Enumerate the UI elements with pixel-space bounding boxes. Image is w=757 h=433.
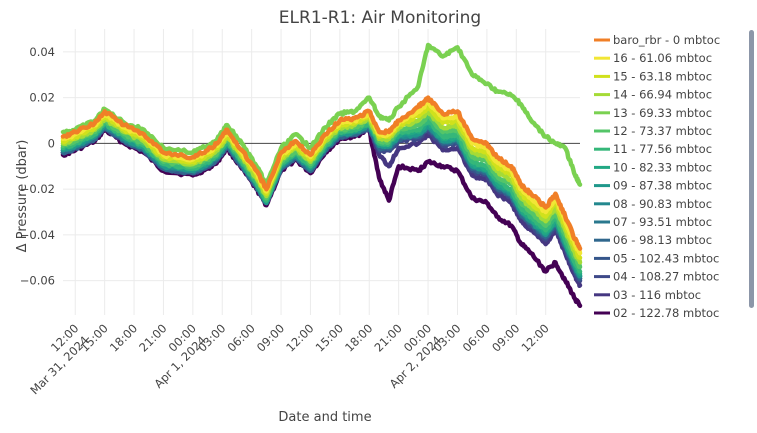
- legend-item[interactable]: 09 - 87.38 mbtoc: [594, 179, 712, 193]
- y-tick-label: −0.02: [20, 182, 55, 196]
- legend-label: 05 - 102.43 mbtoc: [613, 251, 719, 265]
- legend-item[interactable]: 15 - 63.18 mbtoc: [594, 69, 712, 83]
- legend-label: 16 - 61.06 mbtoc: [613, 51, 712, 65]
- x-tick-label: 09:00: [489, 321, 522, 354]
- x-tick-label: 06:00: [460, 321, 493, 354]
- series-line: [60, 99, 583, 256]
- y-tick-label: 0.04: [29, 45, 55, 59]
- legend-item[interactable]: 16 - 61.06 mbtoc: [594, 51, 712, 65]
- y-tick-label: 0: [48, 136, 55, 150]
- legend-label: baro_rbr - 0 mbtoc: [613, 33, 720, 47]
- legend-item[interactable]: 11 - 77.56 mbtoc: [594, 142, 712, 156]
- legend-label: 07 - 93.51 mbtoc: [613, 215, 712, 229]
- legend-label: 08 - 90.83 mbtoc: [613, 197, 712, 211]
- x-tick-label: 21:00: [371, 321, 404, 354]
- chart-title: ELR1-R1: Air Monitoring: [279, 8, 481, 28]
- x-tick-label: 12:00: [518, 321, 551, 354]
- y-axis-title: Δ Pressure (dbar): [15, 140, 30, 253]
- x-tick-label: 12:00: [283, 321, 316, 354]
- legend-label: 14 - 66.94 mbtoc: [613, 88, 712, 102]
- legend-item[interactable]: 07 - 93.51 mbtoc: [594, 215, 712, 229]
- legend-item[interactable]: 10 - 82.33 mbtoc: [594, 160, 712, 174]
- legend-label: 06 - 98.13 mbtoc: [613, 233, 712, 247]
- legend-item[interactable]: 03 - 116 mbtoc: [594, 288, 701, 302]
- x-tick-label: 18:00: [342, 321, 375, 354]
- legend-label: 03 - 116 mbtoc: [613, 288, 701, 302]
- x-tick-label: 15:00: [313, 321, 346, 354]
- legend-label: 12 - 73.37 mbtoc: [613, 124, 712, 138]
- legend-item[interactable]: 14 - 66.94 mbtoc: [594, 88, 712, 102]
- series-line: [60, 95, 583, 251]
- x-tick-label: 21:00: [136, 321, 169, 354]
- legend-label: 04 - 108.27 mbtoc: [613, 270, 719, 284]
- legend-scrollbar[interactable]: [749, 30, 754, 308]
- x-tick-label: 18:00: [107, 321, 140, 354]
- legend-item[interactable]: 02 - 122.78 mbtoc: [594, 306, 719, 320]
- legend-label: 09 - 87.38 mbtoc: [613, 179, 712, 193]
- legend-label: 02 - 122.78 mbtoc: [613, 306, 719, 320]
- y-axis-ticks: −0.06 −0.04 −0.02 0 0.02 0.04: [20, 45, 55, 288]
- x-tick-label: 09:00: [254, 321, 287, 354]
- legend-item[interactable]: baro_rbr - 0 mbtoc: [594, 33, 720, 47]
- legend-item[interactable]: 12 - 73.37 mbtoc: [594, 124, 712, 138]
- legend-item[interactable]: 04 - 108.27 mbtoc: [594, 270, 719, 284]
- legend-item[interactable]: 05 - 102.43 mbtoc: [594, 251, 719, 265]
- legend-label: 13 - 69.33 mbtoc: [613, 106, 712, 120]
- legend-label: 15 - 63.18 mbtoc: [613, 69, 712, 83]
- legend[interactable]: baro_rbr - 0 mbtoc 16 - 61.06 mbtoc 15 - 6…: [594, 33, 720, 320]
- legend-item[interactable]: 08 - 90.83 mbtoc: [594, 197, 712, 211]
- y-tick-label: −0.04: [20, 228, 55, 242]
- legend-label: 11 - 77.56 mbtoc: [613, 142, 712, 156]
- x-axis-title: Date and time: [278, 410, 371, 425]
- legend-item[interactable]: 06 - 98.13 mbtoc: [594, 233, 712, 247]
- y-tick-label: −0.06: [20, 274, 55, 288]
- y-tick-label: 0.02: [29, 91, 55, 105]
- x-tick-label: 06:00: [224, 321, 257, 354]
- legend-label: 10 - 82.33 mbtoc: [613, 160, 712, 174]
- legend-item[interactable]: 13 - 69.33 mbtoc: [594, 106, 712, 120]
- series-lines: [60, 42, 583, 309]
- series-line: [60, 42, 583, 187]
